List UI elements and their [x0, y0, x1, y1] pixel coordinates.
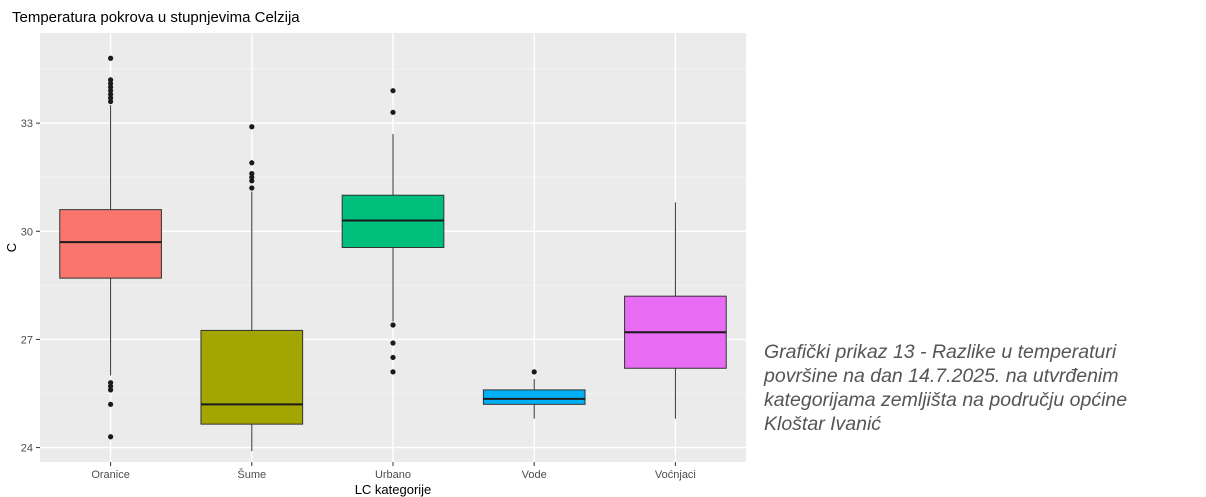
figure-caption: Grafički prikaz 13 - Razlike u temperatu…: [764, 340, 1204, 436]
box-3: [482, 389, 586, 405]
outlier-point: [249, 174, 255, 180]
caption-line: kategorijama zemljišta na području općin…: [764, 389, 1128, 411]
outlier-point: [108, 80, 114, 87]
caption-line: površine na dan 14.7.2025. na utvrđenim: [764, 365, 1119, 387]
x-tick-label: Vode: [522, 469, 547, 481]
chart-title: Temperatura pokrova u stupnjevima Celzij…: [12, 9, 300, 26]
boxplot-chart: Temperatura pokrova u stupnjevima Celzij…: [4, 9, 746, 497]
outlier-point: [390, 354, 396, 361]
y-tick-label: 24: [21, 443, 33, 455]
caption-line: Grafički prikaz 13 - Razlike u temperatu…: [764, 341, 1117, 363]
outlier-point: [249, 160, 255, 166]
outlier-point: [390, 369, 396, 375]
outlier-point: [249, 178, 255, 184]
outlier-point: [108, 55, 114, 61]
y-tick-label: 30: [21, 226, 33, 238]
outlier-point: [108, 98, 114, 105]
y-axis-label: C: [4, 243, 19, 252]
outlier-point: [108, 91, 114, 97]
outlier-point: [108, 84, 114, 90]
outlier-point: [108, 401, 114, 407]
outlier-point: [249, 170, 255, 177]
x-axis-label: LC kategorije: [355, 482, 432, 497]
outlier-point: [108, 383, 114, 389]
outlier-point: [390, 340, 396, 346]
outlier-point: [108, 434, 114, 440]
box-0: [59, 209, 162, 279]
outlier-point: [108, 88, 114, 94]
x-tick-label: Voćnjaci: [655, 469, 696, 481]
x-tick-label: Šume: [237, 468, 266, 481]
outlier-point: [390, 88, 396, 94]
outlier-point: [390, 322, 396, 328]
outlier-point: [108, 77, 114, 83]
outlier-point: [108, 387, 114, 393]
outlier-point: [249, 124, 255, 130]
box-1: [200, 329, 304, 425]
y-tick-label: 33: [21, 118, 33, 130]
outlier-point: [249, 185, 255, 191]
outlier-point: [390, 109, 396, 115]
outlier-point: [108, 380, 114, 386]
axes: 24 27 30 33 Oranice Šume Urbano Vode Voćnjaci: [21, 118, 696, 481]
x-tick-label: Oranice: [91, 469, 130, 481]
outlier-point: [531, 369, 537, 375]
caption-line: Kloštar Ivanić: [764, 413, 882, 435]
box-series: [59, 55, 727, 452]
outlier-point: [108, 95, 114, 101]
x-tick-label: Urbano: [375, 469, 411, 481]
y-tick-label: 27: [21, 334, 33, 346]
